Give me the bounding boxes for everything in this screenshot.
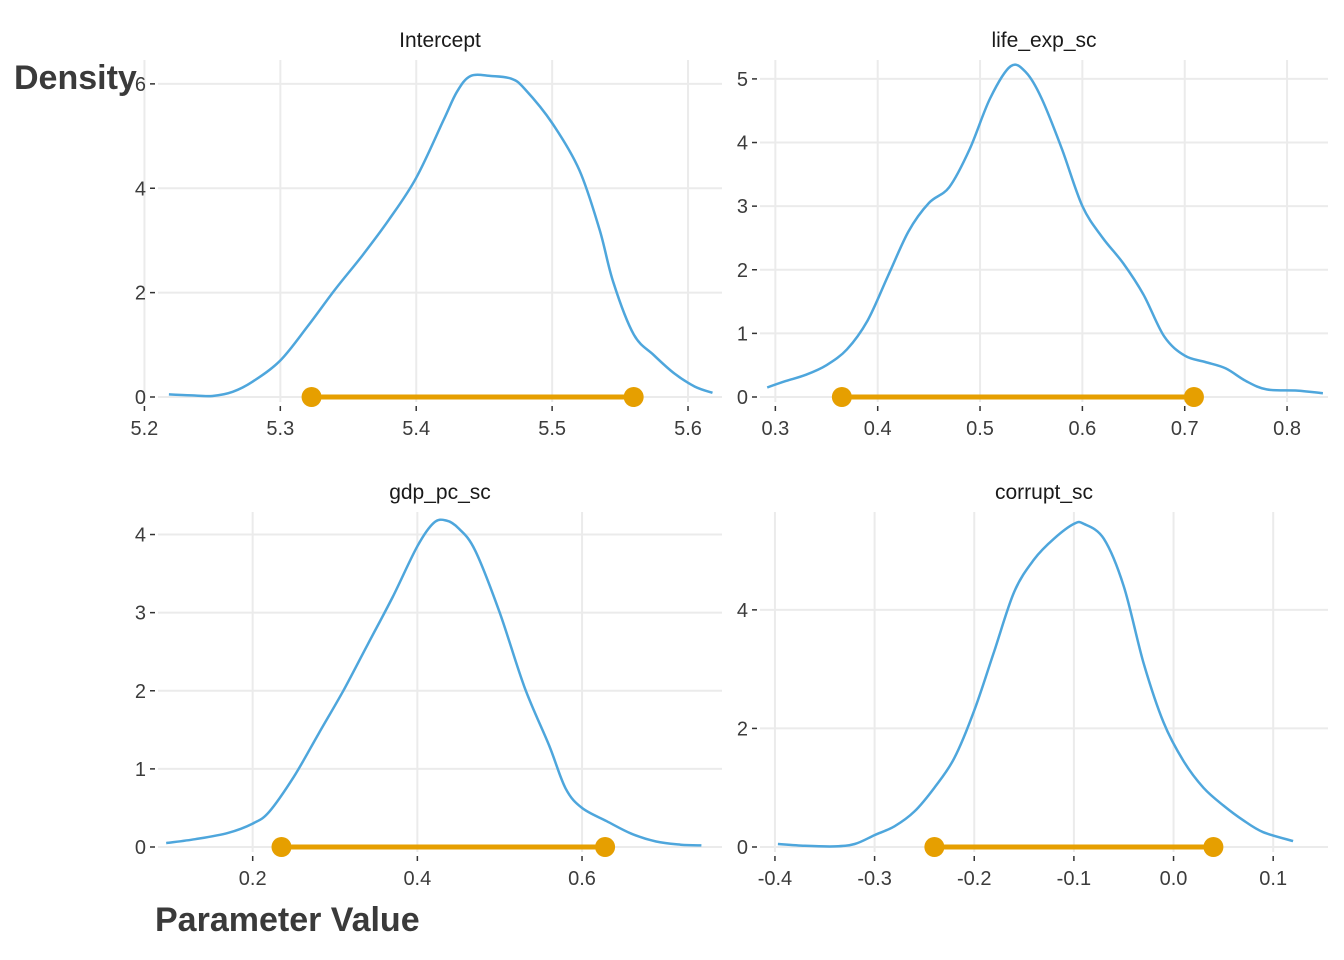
x-tick-label: 5.5 <box>538 418 566 440</box>
x-tick-label: 5.4 <box>402 418 430 440</box>
x-tick-label: -0.2 <box>957 868 991 890</box>
x-tick-label: 0.4 <box>403 868 431 890</box>
interval-lower-point <box>831 387 852 407</box>
y-tick-label: 0 <box>737 387 748 409</box>
y-axis-title: Density <box>14 59 137 97</box>
interval-upper-point <box>1183 387 1204 407</box>
x-tick-label: -0.4 <box>758 868 792 890</box>
interval-upper-point <box>595 837 616 857</box>
y-tick-label: 0 <box>135 837 146 859</box>
interval-lower-point <box>924 837 945 857</box>
x-tick-label: -0.1 <box>1057 868 1091 890</box>
x-tick-label: 0.6 <box>568 868 596 890</box>
x-axis-title: Parameter Value <box>155 901 420 939</box>
density-curve <box>166 518 702 847</box>
interval-upper-point <box>623 387 644 407</box>
x-tick-label: 0.0 <box>1160 868 1188 890</box>
density-curve <box>777 520 1294 848</box>
x-tick-label: 0.2 <box>239 868 267 890</box>
facet-title: gdp_pc_sc <box>389 481 491 504</box>
facet-panel-0: Intercept 0 2 4 6 5.2 5.3 5.4 5.5 5.6 <box>131 29 722 440</box>
interval-lower-point <box>301 387 322 407</box>
interval-lower-point <box>271 837 292 857</box>
y-tick-label: 3 <box>737 196 748 218</box>
x-tick-label: 0.6 <box>1068 418 1096 440</box>
y-tick-label: 2 <box>737 260 748 282</box>
x-tick-label: 5.2 <box>131 418 159 440</box>
y-tick-label: 4 <box>737 600 748 622</box>
x-tick-label: 0.4 <box>864 418 892 440</box>
y-tick-label: 4 <box>737 133 748 155</box>
facet-panel-3: corrupt_sc 0 2 4 -0.4 -0.3 -0.2 -0.1 0.0 0.1 <box>737 481 1328 890</box>
x-tick-label: 0.1 <box>1259 868 1287 890</box>
y-tick-label: 2 <box>737 718 748 740</box>
x-tick-label: 0.3 <box>761 418 789 440</box>
density-curve <box>766 63 1324 395</box>
density-curve <box>168 73 713 398</box>
y-tick-label: 6 <box>135 74 146 96</box>
y-tick-label: 4 <box>135 525 146 547</box>
facet-title: Intercept <box>399 29 481 52</box>
x-tick-label: -0.3 <box>857 868 891 890</box>
y-tick-label: 1 <box>135 759 146 781</box>
interval-upper-point <box>1203 837 1224 857</box>
facet-title: corrupt_sc <box>995 481 1093 504</box>
facet-title: life_exp_sc <box>991 29 1096 52</box>
x-tick-label: 5.3 <box>266 418 294 440</box>
y-tick-label: 0 <box>737 837 748 859</box>
y-tick-label: 4 <box>135 178 146 200</box>
facet-panel-1: life_exp_sc 0 1 2 3 4 5 0.3 0.4 0.5 0.6 0.7 0.8 <box>737 29 1328 440</box>
y-tick-label: 2 <box>135 681 146 703</box>
y-tick-label: 1 <box>737 323 748 345</box>
x-tick-label: 0.5 <box>966 418 994 440</box>
y-tick-label: 5 <box>737 69 748 91</box>
x-tick-label: 5.6 <box>674 418 702 440</box>
y-tick-label: 2 <box>135 283 146 305</box>
x-tick-label: 0.7 <box>1171 418 1199 440</box>
x-tick-label: 0.8 <box>1273 418 1301 440</box>
y-tick-label: 3 <box>135 603 146 625</box>
facet-panel-2: gdp_pc_sc 0 1 2 3 4 0.2 0.4 0.6 <box>135 481 722 890</box>
y-tick-label: 0 <box>135 387 146 409</box>
